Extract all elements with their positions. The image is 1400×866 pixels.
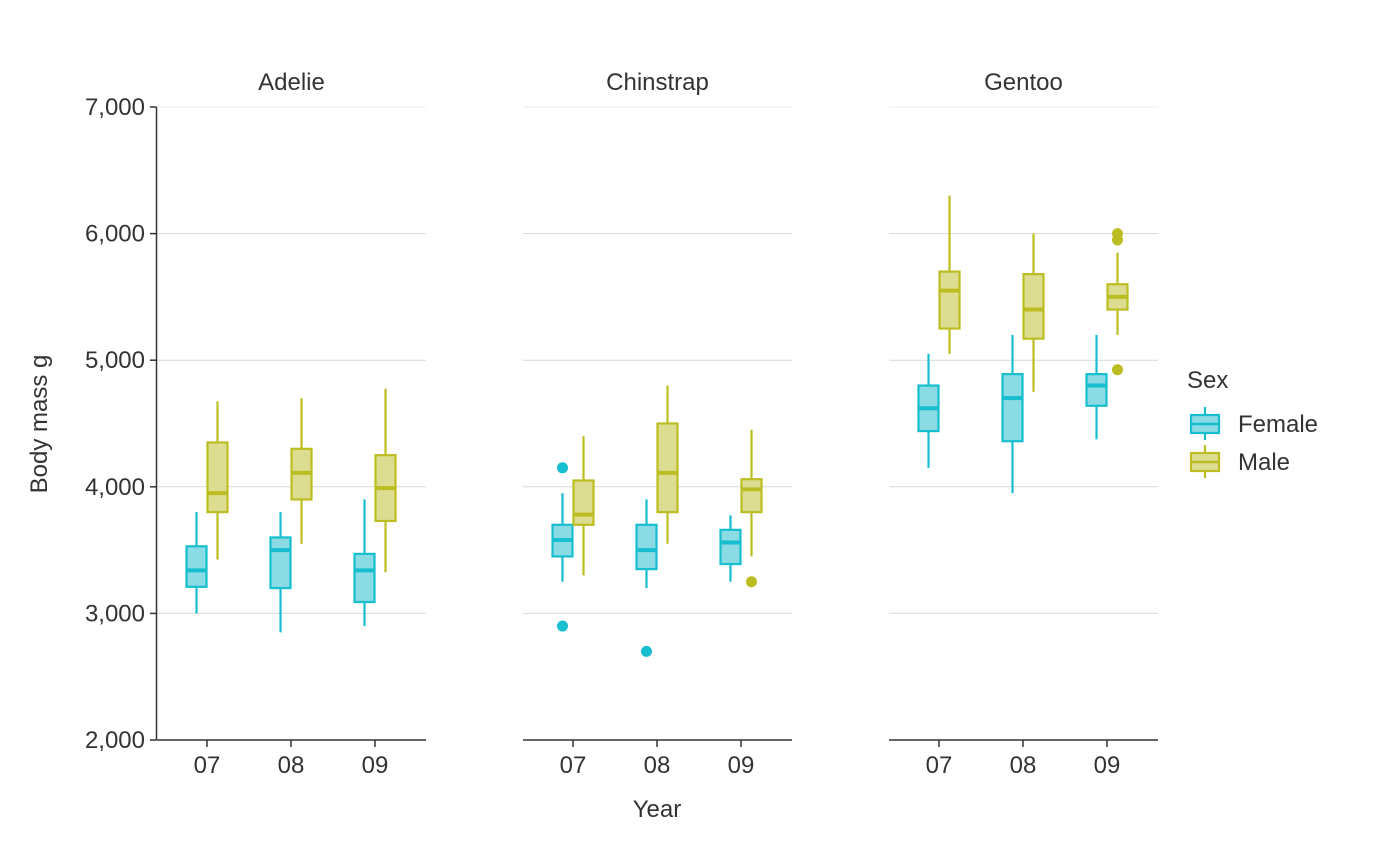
facet-title: Gentoo xyxy=(984,69,1063,96)
outlier-point xyxy=(746,576,757,588)
y-tick-label: 5,000 xyxy=(85,347,145,374)
box-female-07 xyxy=(917,353,940,468)
x-tick-label: 08 xyxy=(278,752,305,779)
facet-title: Adelie xyxy=(258,69,325,96)
box-male-09 xyxy=(374,388,397,573)
legend-label: Male xyxy=(1238,449,1290,476)
box-iqr xyxy=(269,536,292,590)
outlier-point xyxy=(557,462,568,474)
y-tick-label: 6,000 xyxy=(85,221,145,248)
box-iqr xyxy=(938,270,961,330)
box-iqr xyxy=(185,545,208,588)
x-tick-label: 09 xyxy=(1094,752,1121,779)
facet-panel-chinstrap: Chinstrap 07 08 09 xyxy=(523,69,792,779)
legend-item-male: Male xyxy=(1189,445,1290,478)
box-iqr xyxy=(1001,373,1024,443)
outlier-point xyxy=(557,620,568,632)
legend: Sex Female Male xyxy=(1187,367,1318,478)
x-tick-label: 09 xyxy=(728,752,755,779)
y-tick-label: 2,000 xyxy=(85,727,145,754)
legend-title: Sex xyxy=(1187,367,1228,394)
x-tick-label: 07 xyxy=(194,752,221,779)
box-female-09 xyxy=(719,515,742,582)
box-female-07 xyxy=(185,512,208,614)
y-tick-label: 4,000 xyxy=(85,474,145,501)
box-iqr xyxy=(206,441,229,514)
box-iqr xyxy=(740,478,763,514)
box-iqr xyxy=(572,479,595,526)
box-iqr xyxy=(719,528,742,566)
facet-title: Chinstrap xyxy=(606,69,709,96)
box-male-08 xyxy=(656,385,679,544)
box-male-07 xyxy=(206,401,229,560)
outlier-point xyxy=(641,645,652,657)
box-female-07 xyxy=(551,462,574,632)
facet-panel-gentoo: Gentoo 07 08 09 xyxy=(889,69,1158,779)
box-iqr xyxy=(1085,373,1108,407)
facet-panel-adelie: Adelie 2,000 3,000 4,000 5,000 6,000 7,000 07 08… xyxy=(85,69,426,779)
box-male-09 xyxy=(1106,228,1129,376)
box-male-07 xyxy=(572,436,595,576)
x-tick-label: 07 xyxy=(560,752,587,779)
box-male-09 xyxy=(740,429,763,588)
x-tick-label: 09 xyxy=(362,752,389,779)
box-female-08 xyxy=(269,512,292,633)
box-female-09 xyxy=(1085,334,1108,440)
box-female-08 xyxy=(1001,334,1024,494)
box-iqr xyxy=(1022,273,1045,340)
legend-item-female: Female xyxy=(1189,407,1318,440)
outlier-point xyxy=(1112,234,1123,246)
y-tick-label: 3,000 xyxy=(85,600,145,627)
facet-panels: Adelie 2,000 3,000 4,000 5,000 6,000 7,000 07 08… xyxy=(85,69,1158,779)
x-tick-label: 08 xyxy=(644,752,671,779)
outlier-point xyxy=(1112,364,1123,376)
y-tick-label: 7,000 xyxy=(85,94,145,121)
box-iqr xyxy=(656,422,679,514)
legend-label: Female xyxy=(1238,411,1318,438)
box-male-08 xyxy=(1022,233,1045,392)
box-female-08 xyxy=(635,499,658,657)
box-female-09 xyxy=(353,499,376,627)
box-male-07 xyxy=(938,195,961,354)
box-male-08 xyxy=(290,398,313,544)
box-iqr xyxy=(635,523,658,571)
y-axis-label: Body mass g xyxy=(26,355,53,494)
x-tick-label: 08 xyxy=(1010,752,1037,779)
legend-items: Female Male xyxy=(1189,407,1318,478)
x-axis-label: Year xyxy=(633,796,682,823)
box-iqr xyxy=(353,552,376,604)
x-tick-label: 07 xyxy=(926,752,953,779)
